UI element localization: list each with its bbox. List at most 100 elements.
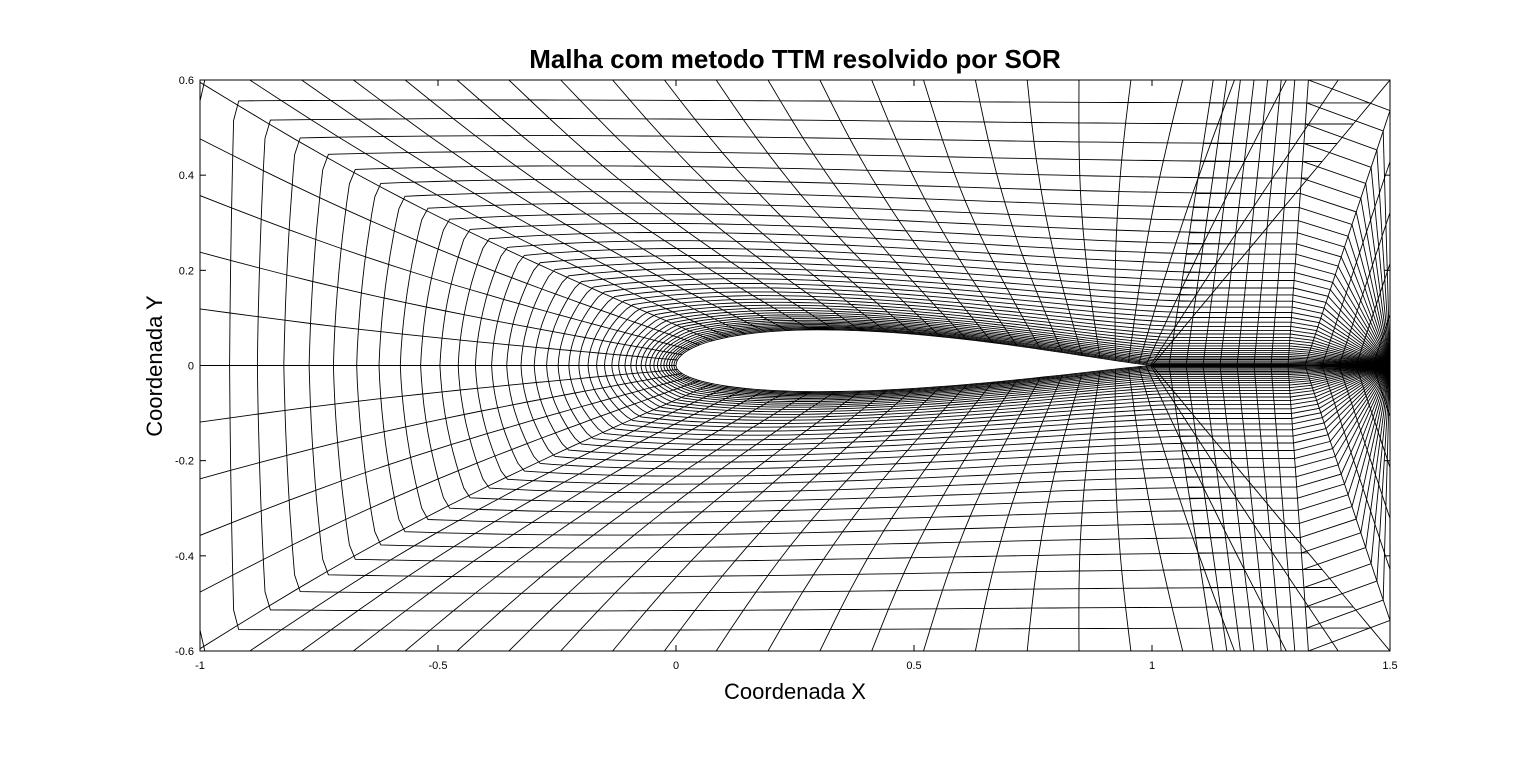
mesh-radial-line xyxy=(974,80,1063,353)
mesh-radial-line xyxy=(1145,365,1287,651)
mesh-radial-line xyxy=(1026,372,1083,651)
x-tick-label: -0.5 xyxy=(429,660,448,672)
mesh-wake-radial-line xyxy=(1270,80,1296,366)
y-axis-ticks: -0.6 -0.4 -0.2 0 0.2 0.4 0.6 xyxy=(175,75,1390,658)
mesh-radial-line xyxy=(1127,367,1184,651)
y-tick-label: 0.4 xyxy=(179,170,194,182)
mesh-radial-line xyxy=(200,383,713,650)
mesh-radial-line xyxy=(819,381,993,651)
mesh-radial-line xyxy=(200,81,713,342)
y-tick-label: -0.4 xyxy=(175,551,194,563)
x-tick-label: 1.5 xyxy=(1382,660,1397,672)
mesh-radial-line xyxy=(200,372,683,480)
mesh-radial-line xyxy=(1138,366,1235,651)
mesh-radial-line xyxy=(1150,365,1339,651)
y-tick-label: 0 xyxy=(188,361,194,373)
mesh-wake-radial-line xyxy=(1372,365,1390,417)
mesh-wake-radial-line xyxy=(1253,365,1282,651)
mesh-radial-line xyxy=(200,369,678,423)
mesh-radial-line xyxy=(612,389,888,651)
mesh-radial-line xyxy=(1078,370,1101,651)
mesh-wake-radial-line xyxy=(1236,80,1269,366)
mesh-wake-radial-line xyxy=(1355,263,1390,366)
mesh-radial-line xyxy=(1114,80,1132,361)
y-tick-label: 0.2 xyxy=(179,265,194,277)
mesh-radial-line xyxy=(1145,80,1287,366)
mesh-radial-line xyxy=(301,388,746,651)
mesh-radial-line xyxy=(249,80,729,338)
mesh-radial-line xyxy=(871,80,1018,347)
mesh-radial-line xyxy=(1151,365,1390,651)
mesh-wake-radial-line xyxy=(1253,80,1282,366)
mesh-radial-line xyxy=(200,195,690,351)
mesh-wake-radial-line xyxy=(1219,80,1255,366)
x-axis-label: Coordenada X xyxy=(724,679,866,704)
mesh-radial-line xyxy=(353,80,766,333)
mesh-radial-line xyxy=(200,376,690,536)
mesh-radial-line xyxy=(974,374,1063,651)
mesh-radial-line xyxy=(404,80,788,331)
mesh-radial-line xyxy=(767,384,968,651)
mesh-radial-line xyxy=(456,80,811,331)
y-tick-label: -0.2 xyxy=(175,456,194,468)
mesh-radial-line xyxy=(1078,80,1101,359)
mesh-wake-radial-line xyxy=(1185,365,1228,651)
mesh-radial-line xyxy=(1026,80,1083,356)
x-tick-label: 0.5 xyxy=(906,660,921,672)
x-tick-label: -1 xyxy=(195,660,205,672)
mesh-wake-radial-line xyxy=(1304,365,1390,621)
mesh-radial-line xyxy=(404,390,788,651)
mesh-radial-line xyxy=(767,80,968,340)
mesh-radial-line xyxy=(508,80,836,331)
mesh-radial-line xyxy=(353,389,766,651)
mesh-radial-line xyxy=(664,388,915,651)
mesh-wake-radial-line xyxy=(1202,80,1241,366)
mesh-radial-line xyxy=(1150,80,1339,366)
mesh-radial-line xyxy=(1151,80,1390,366)
mesh-wake-radial-line xyxy=(1270,365,1296,651)
x-tick-label: 0 xyxy=(673,660,679,672)
mesh-radial-line xyxy=(200,308,678,361)
mesh-radial-line xyxy=(1127,80,1184,363)
mesh-radial-line xyxy=(923,377,1041,651)
mesh-radial-line xyxy=(560,80,862,332)
mesh-radial-line xyxy=(612,80,888,333)
mesh-radial-line xyxy=(715,386,941,651)
x-tick-label: 1 xyxy=(1149,660,1155,672)
mesh-wake-radial-line xyxy=(1338,212,1390,366)
mesh-radial-line xyxy=(508,391,836,651)
mesh-wake-radial-line xyxy=(1185,80,1228,366)
mesh-wake-radial-line xyxy=(1372,314,1390,366)
mesh-radial-line xyxy=(200,138,700,346)
mesh-wake-radial-line xyxy=(1321,161,1390,366)
mesh-radial-lines xyxy=(200,80,1390,651)
mesh-wake-radial-line xyxy=(1168,80,1214,366)
mesh-radial-line xyxy=(301,80,746,335)
mesh-radial-line xyxy=(664,80,915,335)
y-tick-label: -0.6 xyxy=(175,646,194,658)
mesh-wake-radial-line xyxy=(1321,365,1390,570)
y-axis-label: Coordenada Y xyxy=(142,295,167,437)
mesh-wake-radial-line xyxy=(1304,110,1390,366)
mesh-radial-line xyxy=(200,380,700,593)
mesh-radial-line xyxy=(249,385,729,651)
mesh-radial-line xyxy=(819,80,993,343)
mesh-radial-line xyxy=(871,379,1018,651)
mesh-radial-line xyxy=(923,80,1041,350)
mesh-radial-line xyxy=(1138,80,1235,365)
mesh-radial-line xyxy=(200,251,683,356)
mesh-wake-radial-line xyxy=(1202,365,1241,651)
mesh-radial-line xyxy=(560,390,862,651)
mesh-wake-radial-line xyxy=(1219,365,1255,651)
mesh-radial-line xyxy=(715,80,941,338)
mesh-wake-radial-line xyxy=(1287,80,1309,366)
x-axis-ticks: -1 -0.5 0 0.5 1 1.5 xyxy=(195,80,1398,672)
mesh-wake-radial-line xyxy=(1355,365,1390,468)
mesh-wake-radial-line xyxy=(1287,365,1309,651)
mesh-wake-radial-line xyxy=(1168,365,1214,651)
chart-title: Malha com metodo TTM resolvido por SOR xyxy=(529,44,1061,74)
mesh-wake-radial-line xyxy=(1338,365,1390,519)
mesh-wake-radial-line xyxy=(1236,365,1269,651)
y-tick-label: 0.6 xyxy=(179,75,194,87)
